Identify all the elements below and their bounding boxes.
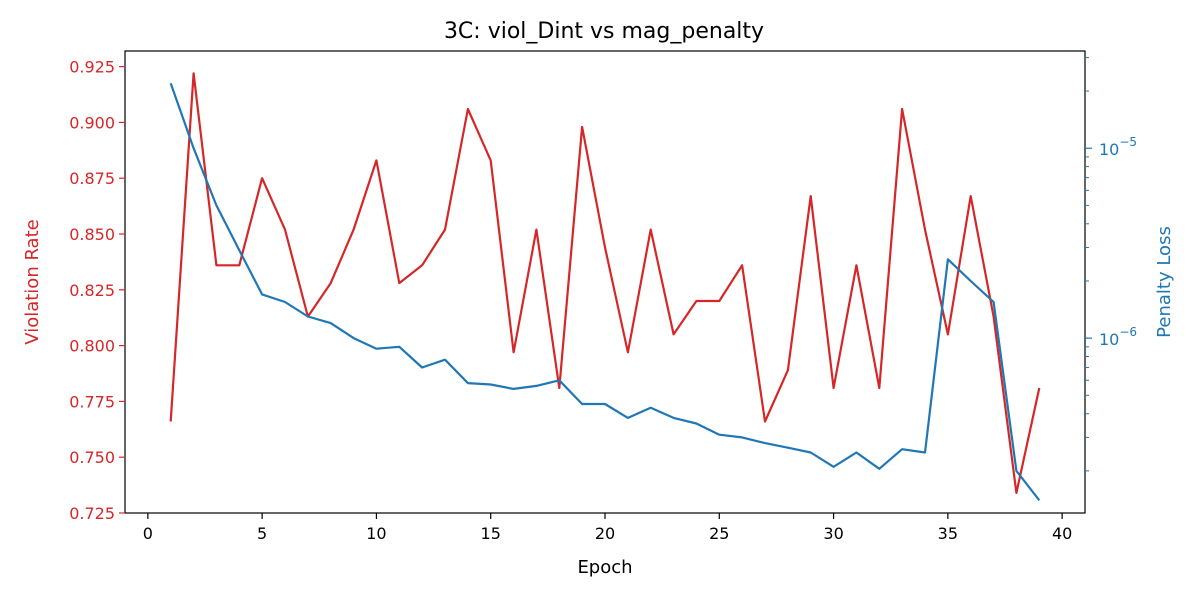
y-left-tick-label: 0.875 bbox=[69, 169, 115, 188]
x-tick-label: 20 bbox=[595, 524, 615, 543]
y-left-tick-label: 0.750 bbox=[69, 448, 115, 467]
penalty-loss-line bbox=[169, 82, 1041, 501]
y-right-tick-label: 10−6 bbox=[1099, 325, 1137, 349]
x-tick-label: 5 bbox=[257, 524, 267, 543]
y-left-tick-label: 0.800 bbox=[69, 337, 115, 356]
series-group bbox=[169, 72, 1041, 501]
violation-rate-line bbox=[169, 72, 1041, 494]
x-axis-label: Epoch bbox=[577, 557, 632, 578]
x-tick-label: 30 bbox=[823, 524, 843, 543]
y-right-tick-label: 10−5 bbox=[1099, 135, 1137, 159]
y-left-tick-label: 0.825 bbox=[69, 281, 115, 300]
y-axis-left: 0.725 0.750 0.775 0.800 0.825 0.850 0.875 0.900… bbox=[69, 58, 125, 523]
x-tick-label: 10 bbox=[366, 524, 386, 543]
y-left-tick-label: 0.725 bbox=[69, 504, 115, 523]
x-tick-label: 35 bbox=[938, 524, 958, 543]
y-axis-right-label: Penalty Loss bbox=[1154, 226, 1175, 338]
plot-frame bbox=[124, 50, 1086, 514]
chart-title: 3C: viol_Dint vs mag_penalty bbox=[444, 19, 764, 44]
y-left-tick-label: 0.925 bbox=[69, 58, 115, 77]
x-tick-label: 25 bbox=[709, 524, 729, 543]
x-axis: 0 5 10 15 20 25 30 35 40 bbox=[143, 513, 1072, 543]
y-left-tick-label: 0.900 bbox=[69, 113, 115, 132]
y-left-tick-label: 0.850 bbox=[69, 225, 115, 244]
y-axis-left-label: Violation Rate bbox=[22, 219, 43, 344]
x-tick-label: 0 bbox=[143, 524, 153, 543]
x-tick-label: 40 bbox=[1052, 524, 1072, 543]
x-tick-label: 15 bbox=[481, 524, 501, 543]
y-left-tick-label: 0.775 bbox=[69, 392, 115, 411]
y-axis-right: 10−5 10−6 bbox=[1085, 57, 1137, 472]
